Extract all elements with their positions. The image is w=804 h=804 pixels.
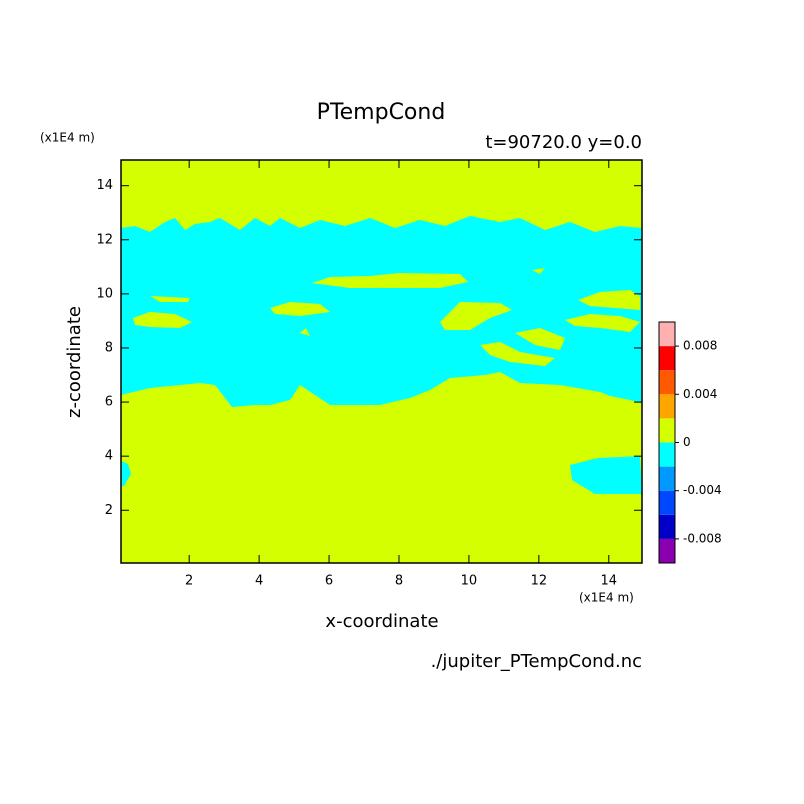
contour-region [480,342,555,366]
colorbar-band [659,418,675,443]
x-tick-label: 12 [531,574,548,589]
contour-region [578,290,640,310]
y-tick-label: 2 [105,503,113,518]
contour-region [312,273,468,288]
x-tick-label: 2 [185,574,193,589]
chart-title: PTempCond [317,100,446,125]
contour-region [440,302,512,330]
colorbar-label: -0.004 [683,483,722,497]
contour-region [515,328,565,350]
y-tick-label: 6 [105,395,113,410]
colorbar-band [659,346,675,371]
contour-region [121,216,642,407]
x-tick-label: 8 [395,574,403,589]
colorbar-band [659,514,675,539]
y-tick-label: 8 [105,340,113,355]
contour-region [121,461,131,486]
y-axis-label: z-coordinate [64,306,85,418]
x-tick-label: 14 [601,574,618,589]
colorbar-band [659,442,675,467]
chart-subtitle: t=90720.0 y=0.0 [485,132,642,153]
contour-region [150,296,190,302]
plot-frame [120,159,643,564]
colorbar-label: 0 [683,435,691,449]
colorbar-label: 0.004 [683,387,717,401]
x-tick-label: 6 [325,574,333,589]
colorbar-band [659,370,675,395]
y-tick-label: 10 [96,286,113,301]
x-axis-label: x-coordinate [325,611,438,632]
y-tick-label: 4 [105,449,113,464]
colorbar-band [659,538,675,563]
colorbar-band [659,466,675,491]
contour-region [300,328,310,336]
x-tick-label: 4 [255,574,263,589]
colorbar-band [659,322,675,347]
contour-region [270,302,330,316]
contour-region [532,268,545,274]
y-unit: (x1E4 m) [40,131,95,145]
contour-region [133,312,192,328]
contour-region [570,456,642,494]
colorbar-band [659,490,675,515]
colorbar-label: -0.008 [683,531,722,545]
contour-region [565,314,640,332]
x-tick-label: 10 [461,574,478,589]
colorbar-band [659,394,675,419]
x-unit: (x1E4 m) [579,591,634,605]
source-file: ./jupiter_PTempCond.nc [431,651,642,672]
y-tick-label: 14 [96,178,113,193]
y-tick-label: 12 [96,232,113,247]
colorbar-label: 0.008 [683,339,717,353]
